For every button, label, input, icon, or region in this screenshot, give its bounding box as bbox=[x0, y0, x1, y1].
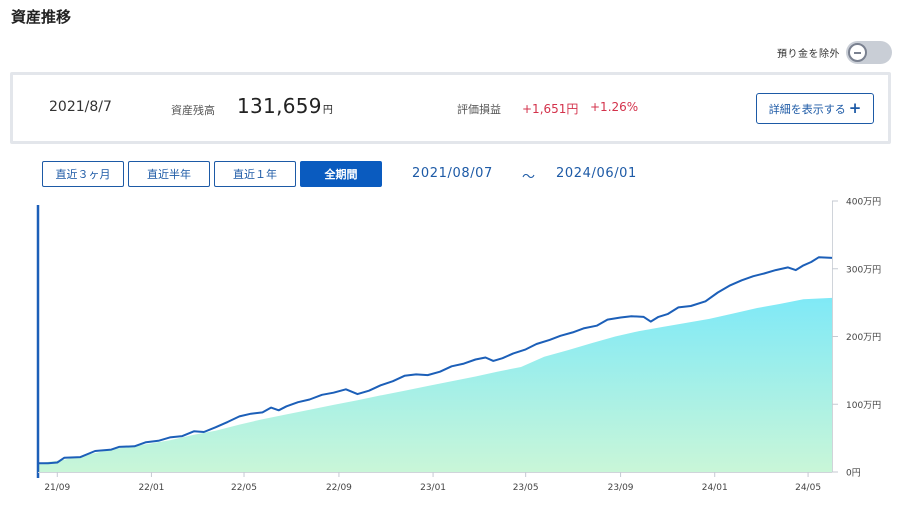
x-tick-label: 21/09 bbox=[44, 483, 70, 493]
range-end-date: 2024/06/01 bbox=[556, 166, 637, 181]
x-tick-label: 23/05 bbox=[513, 483, 539, 493]
profit-loss-percent: +1.26% bbox=[590, 100, 639, 114]
show-details-label: 詳細を表示する bbox=[768, 102, 846, 116]
balance-label: 資産残高 bbox=[171, 104, 215, 117]
tab-last-1-year[interactable]: 直近１年 bbox=[214, 161, 296, 187]
balance-value: 131,659円 bbox=[237, 94, 333, 118]
summary-panel: 2021/8/7 資産残高 131,659円 評価損益 +1,651円 +1.2… bbox=[10, 72, 891, 144]
tab-last-3-months[interactable]: 直近３ヶ月 bbox=[42, 161, 124, 187]
exclude-deposit-label: 預り金を除外 bbox=[777, 49, 840, 60]
invested-amount-area bbox=[38, 297, 832, 472]
y-tick-label: 100万円 bbox=[846, 400, 881, 411]
range-start-date: 2021/08/07 bbox=[412, 166, 493, 181]
y-tick-label: 300万円 bbox=[846, 264, 881, 275]
plus-icon: + bbox=[848, 99, 862, 117]
summary-date: 2021/8/7 bbox=[49, 99, 112, 115]
exclude-deposit-toggle[interactable] bbox=[846, 41, 892, 64]
toggle-off-icon bbox=[848, 43, 867, 62]
period-tabs: 直近３ヶ月 直近半年 直近１年 全期間 bbox=[42, 161, 382, 187]
tab-all-period[interactable]: 全期間 bbox=[300, 161, 382, 187]
profit-loss-label: 評価損益 bbox=[457, 103, 501, 116]
exclude-deposit-toggle-group: 預り金を除外 bbox=[777, 41, 892, 64]
range-separator: ～ bbox=[522, 170, 536, 185]
y-tick-label: 400万円 bbox=[846, 197, 881, 208]
balance-unit: 円 bbox=[322, 105, 334, 116]
x-tick-label: 23/09 bbox=[608, 483, 634, 493]
y-tick-label: 200万円 bbox=[846, 332, 881, 343]
asset-history-chart: 0円 100万円 200万円 300万円 400万円 21/09 22/01 22/05 22/… bbox=[36, 197, 881, 493]
x-tick-label: 24/05 bbox=[795, 483, 821, 493]
page-title: 資産推移 bbox=[11, 8, 72, 26]
profit-loss-value: +1,651円 bbox=[522, 102, 579, 116]
x-tick-label: 22/01 bbox=[138, 483, 164, 493]
x-tick-label: 23/01 bbox=[420, 483, 446, 493]
asset-value-line bbox=[38, 256, 833, 465]
x-tick-label: 22/09 bbox=[326, 483, 352, 493]
x-tick-label: 24/01 bbox=[702, 483, 728, 493]
x-tick-label: 22/05 bbox=[231, 483, 257, 493]
tab-last-half-year[interactable]: 直近半年 bbox=[128, 161, 210, 187]
balance-amount: 131,659 bbox=[237, 94, 322, 118]
y-tick-label: 0円 bbox=[846, 468, 861, 479]
show-details-button[interactable]: 詳細を表示する + bbox=[756, 93, 874, 124]
